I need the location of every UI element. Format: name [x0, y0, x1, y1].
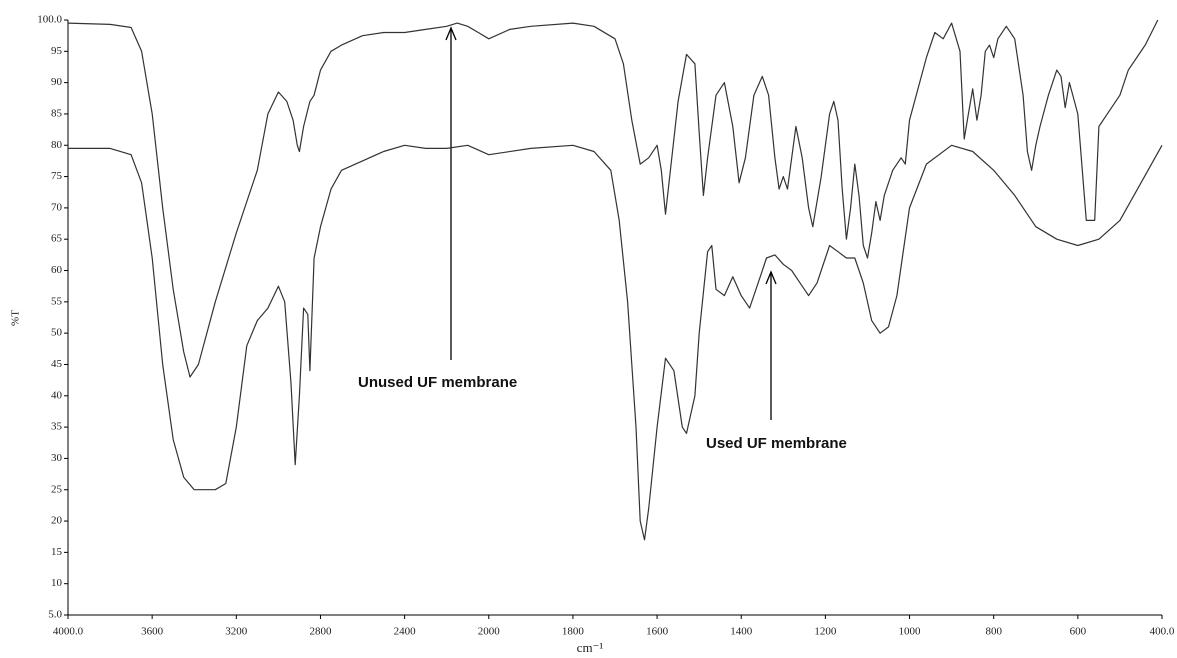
y-tick-label: 70 — [51, 201, 63, 213]
x-tick-label: 600 — [1070, 626, 1087, 638]
x-tick-label: 400.0 — [1150, 626, 1175, 638]
spectrum-line — [68, 144, 1163, 541]
annotation: Used UF membrane — [706, 435, 847, 452]
y-tick-label: 100.0 — [37, 14, 62, 26]
y-tick-label: 25 — [51, 483, 63, 495]
annotation: Unused UF membrane — [358, 374, 517, 391]
x-tick-label: 3600 — [141, 626, 164, 638]
y-tick-label: 60 — [51, 264, 63, 276]
y-tick-label: 15 — [51, 546, 63, 558]
x-tick-label: 1200 — [814, 626, 837, 638]
y-tick-label: 65 — [51, 233, 63, 245]
y-tick-label: 80 — [51, 139, 63, 151]
x-tick-label: 2400 — [394, 626, 417, 638]
x-tick-label: 1600 — [646, 626, 669, 638]
x-tick-label: 2800 — [309, 626, 332, 638]
y-tick-label: 50 — [51, 327, 63, 339]
y-tick-label: 30 — [51, 452, 63, 464]
y-tick-label: 5.0 — [48, 609, 62, 621]
y-tick-label: 95 — [51, 45, 63, 57]
x-axis-label: cm⁻¹ — [577, 640, 604, 655]
x-tick-label: 3200 — [225, 626, 248, 638]
y-tick-label: 20 — [51, 515, 63, 527]
x-tick-label: 1400 — [730, 626, 753, 638]
y-tick-label: 55 — [51, 295, 63, 307]
y-tick-label: 10 — [51, 577, 63, 589]
y-tick-label: 40 — [51, 389, 63, 401]
x-tick-label: 4000.0 — [53, 626, 84, 638]
x-tick-label: 2000 — [478, 626, 501, 638]
annotation-arrowhead — [445, 26, 457, 41]
annotation-arrowhead — [765, 270, 777, 285]
y-tick-label: 90 — [51, 76, 63, 88]
x-tick-label: 1800 — [562, 626, 585, 638]
y-tick-label: 75 — [51, 170, 63, 182]
x-tick-label: 800 — [985, 626, 1002, 638]
y-tick-label: 85 — [51, 107, 63, 119]
y-tick-label: 35 — [51, 421, 63, 433]
x-tick-label: 1000 — [899, 626, 922, 638]
spectrum-line — [67, 19, 1159, 378]
y-tick-label: 45 — [51, 358, 63, 370]
y-axis-label: %T — [10, 310, 22, 326]
